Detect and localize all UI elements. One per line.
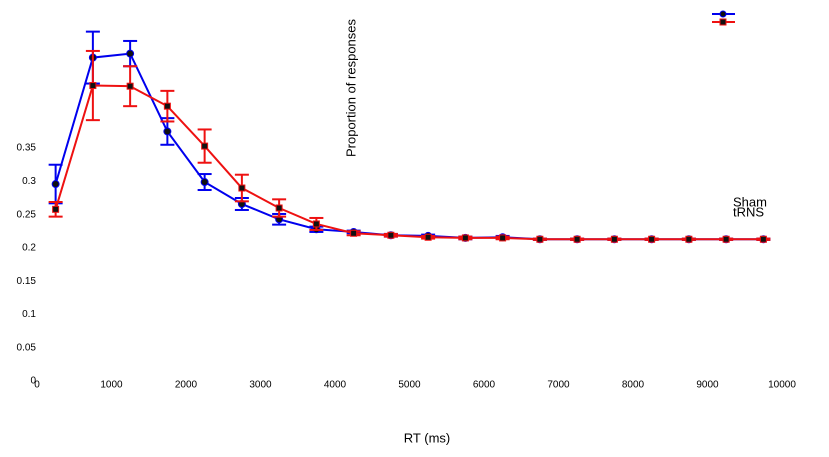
- series-line: [54, 84, 764, 241]
- marker: [387, 231, 395, 239]
- x-tick-label: 7000: [547, 380, 570, 391]
- marker: [126, 49, 135, 58]
- x-tick-label: 5000: [398, 380, 421, 391]
- y-tick-label: 0: [30, 376, 36, 387]
- x-tick-label: 10000: [768, 380, 796, 391]
- legend-label: Sham: [733, 194, 767, 209]
- marker: [648, 235, 656, 243]
- legend-marker: [719, 18, 727, 26]
- marker: [200, 178, 209, 187]
- x-tick-label: 1000: [100, 380, 123, 391]
- marker: [312, 220, 320, 228]
- x-tick-label: 8000: [622, 380, 645, 391]
- marker: [573, 235, 581, 243]
- y-tick-label: 0.35: [17, 143, 37, 154]
- marker: [759, 235, 767, 243]
- marker: [685, 235, 693, 243]
- marker: [275, 204, 283, 212]
- y-tick-label: 0.1: [22, 309, 36, 320]
- marker: [163, 127, 172, 136]
- legend-label: tRNS: [733, 204, 764, 219]
- y-axis-label: Proportion of responses: [343, 18, 358, 157]
- y-tick-label: 0.2: [22, 243, 36, 254]
- series-line: [54, 52, 764, 241]
- marker: [350, 229, 358, 237]
- marker: [126, 82, 134, 90]
- x-tick-label: 6000: [473, 380, 496, 391]
- marker: [51, 180, 60, 189]
- marker: [89, 82, 97, 90]
- x-tick-label: 3000: [249, 380, 272, 391]
- y-tick-label: 0.15: [17, 276, 37, 287]
- marker: [201, 142, 209, 150]
- marker: [610, 235, 618, 243]
- marker: [461, 234, 469, 242]
- marker: [163, 102, 171, 110]
- marker: [722, 235, 730, 243]
- marker: [52, 205, 60, 213]
- y-tick-label: 0.05: [17, 342, 37, 353]
- x-axis-label: RT (ms): [404, 430, 450, 445]
- x-tick-label: 9000: [696, 380, 719, 391]
- legend-marker: [719, 10, 727, 18]
- x-tick-label: 2000: [175, 380, 198, 391]
- marker: [424, 233, 432, 241]
- y-tick-label: 0.3: [22, 176, 36, 187]
- y-tick-label: 0.25: [17, 209, 37, 220]
- x-tick-label: 4000: [324, 380, 347, 391]
- marker: [536, 235, 544, 243]
- marker: [238, 184, 246, 192]
- marker: [499, 234, 507, 242]
- x-tick-label: 0: [34, 380, 40, 391]
